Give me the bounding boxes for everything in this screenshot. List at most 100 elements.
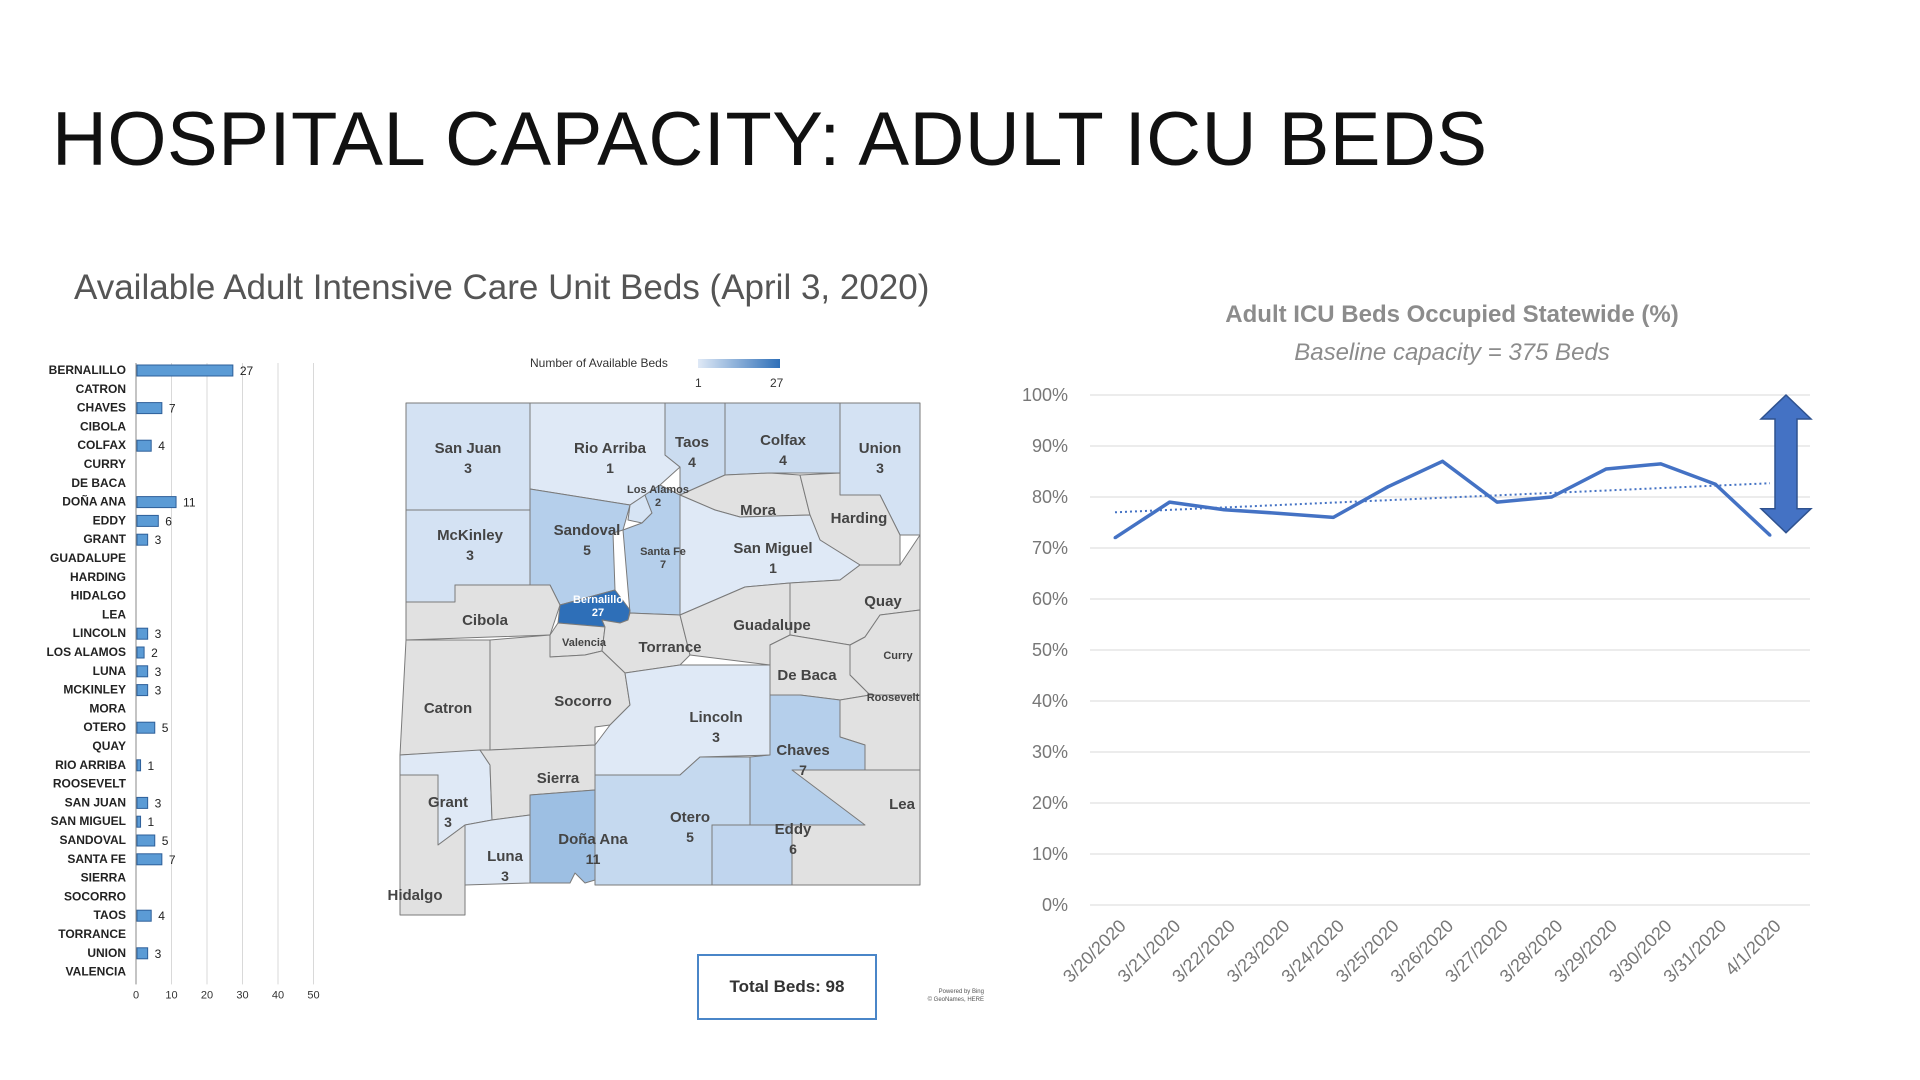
slide-subtitle: Available Adult Intensive Care Unit Beds… xyxy=(74,268,930,307)
bar-value-label: 1 xyxy=(148,815,155,829)
bar-value-label: 3 xyxy=(155,627,162,641)
line-point xyxy=(1331,515,1335,519)
bar xyxy=(136,834,156,847)
county-name-label: Valencia xyxy=(562,637,607,649)
bar-value-label: 3 xyxy=(155,533,162,547)
county-value-label: 3 xyxy=(501,868,509,884)
bar-value-label: 5 xyxy=(162,834,169,848)
bar-category-label: SOCORRO xyxy=(64,889,126,903)
county-name-label: San Miguel xyxy=(733,540,812,557)
county-name-label: Socorro xyxy=(554,693,612,710)
county-name-label: Guadalupe xyxy=(733,617,811,634)
county-name-label: San Juan xyxy=(435,440,502,457)
county-value-label: 3 xyxy=(444,814,452,830)
line-point xyxy=(1604,467,1608,471)
slide-title: HOSPITAL CAPACITY: ADULT ICU BEDS xyxy=(52,97,1488,182)
nm-county-map: Number of Available Beds 1 27 xyxy=(388,356,921,916)
line-y-tick: 80% xyxy=(1032,487,1068,507)
county-name-label: De Baca xyxy=(777,667,837,684)
bar-category-label: ROOSEVELT xyxy=(53,777,127,791)
line-point xyxy=(1659,462,1663,466)
county-name-label: Torrance xyxy=(638,639,701,656)
county-name-label: Sierra xyxy=(537,770,580,787)
bar xyxy=(136,815,142,828)
line-y-tick: 0% xyxy=(1042,895,1068,915)
bar xyxy=(136,721,156,734)
bar-value-label: 6 xyxy=(165,514,172,528)
bar-category-label: DOÑA ANA xyxy=(62,494,126,509)
bar-category-label: CIBOLA xyxy=(80,419,126,433)
county-name-label: Hidalgo xyxy=(388,887,443,904)
bar-value-label: 4 xyxy=(158,909,165,923)
bar xyxy=(136,909,152,922)
line-series xyxy=(1114,459,1772,540)
map-legend-title: Number of Available Beds xyxy=(530,356,668,370)
county-value-label: 5 xyxy=(686,829,694,845)
county-name-label: Chaves xyxy=(776,742,829,759)
bar-category-label: QUAY xyxy=(92,739,126,753)
county-name-label: Curry xyxy=(883,650,913,662)
line-y-tick: 10% xyxy=(1032,844,1068,864)
bar-category-label: BERNALILLO xyxy=(49,363,126,377)
county-name-label: McKinley xyxy=(437,527,504,544)
map-credit: Powered by Bing © GeoNames, HERE xyxy=(914,988,984,1004)
line-y-tick: 30% xyxy=(1032,742,1068,762)
county-value-label: 4 xyxy=(779,452,787,468)
bar-value-label: 11 xyxy=(183,496,196,510)
bar xyxy=(136,533,149,546)
county-value-label: 11 xyxy=(586,851,601,867)
county-name-label: Eddy xyxy=(775,821,812,838)
bar xyxy=(136,402,163,415)
county-value-label: 7 xyxy=(799,762,807,778)
map-credit-line1: Powered by Bing xyxy=(938,989,984,995)
map-credit-line2: © GeoNames, HERE xyxy=(927,997,984,1003)
county-lea xyxy=(791,769,921,886)
bar-category-label: SAN JUAN xyxy=(65,795,126,809)
county-value-label: 3 xyxy=(466,547,474,563)
bar xyxy=(136,496,177,509)
bar-value-label: 7 xyxy=(169,402,176,416)
line-point xyxy=(1713,482,1717,486)
county-value-label: 1 xyxy=(606,460,614,476)
bar xyxy=(136,796,149,809)
county-value-label: 4 xyxy=(688,454,696,470)
map-legend-gradient xyxy=(698,359,780,368)
line-point xyxy=(1113,536,1117,540)
county-name-label: Grant xyxy=(428,794,468,811)
map-legend-max: 27 xyxy=(770,376,784,390)
bar-x-tick: 50 xyxy=(307,989,319,1001)
county-name-label: Bernalillo xyxy=(573,594,623,606)
bar-value-label: 1 xyxy=(148,759,155,773)
line-point xyxy=(1495,500,1499,504)
bar xyxy=(136,853,163,866)
bar xyxy=(136,627,149,640)
bar xyxy=(136,947,149,960)
bar-category-label: MCKINLEY xyxy=(63,683,126,697)
county-name-label: Los Alamos xyxy=(627,484,689,496)
bar-x-tick: 30 xyxy=(236,989,248,1001)
line-point xyxy=(1222,508,1226,512)
bar-category-label: HIDALGO xyxy=(71,589,126,603)
bar-category-label: SAN MIGUEL xyxy=(51,814,126,828)
bar-value-label: 3 xyxy=(155,665,162,679)
line-y-tick: 60% xyxy=(1032,589,1068,609)
county-name-label: Taos xyxy=(675,434,709,451)
bar-value-label: 7 xyxy=(169,853,176,867)
county-name-label: Luna xyxy=(487,848,523,865)
line-point xyxy=(1168,500,1172,504)
bar-category-label: DE BACA xyxy=(71,476,126,490)
line-point xyxy=(1277,511,1281,515)
line-chart-subtitle: Baseline capacity = 375 Beds xyxy=(1294,339,1610,366)
county-name-label: Union xyxy=(859,440,902,457)
line-y-tick: 20% xyxy=(1032,793,1068,813)
bar-value-label: 4 xyxy=(158,439,165,453)
county-value-label: 1 xyxy=(769,560,777,576)
county-value-label: 3 xyxy=(712,729,720,745)
county-name-label: Lea xyxy=(889,796,916,813)
line-y-tick: 90% xyxy=(1032,436,1068,456)
line-x-tick: 4/1/2020 xyxy=(1721,916,1785,980)
line-point xyxy=(1550,495,1554,499)
bar xyxy=(136,665,149,678)
bar xyxy=(136,759,142,772)
